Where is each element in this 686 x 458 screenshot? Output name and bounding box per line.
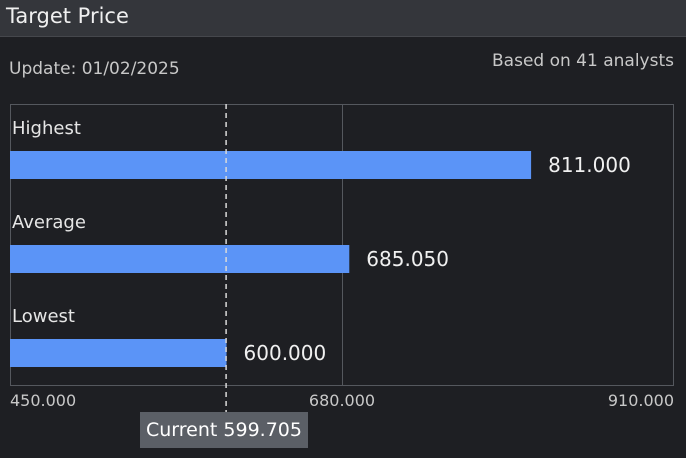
- bar-category-label: Lowest: [12, 306, 75, 327]
- update-date: Update: 01/02/2025: [9, 59, 180, 79]
- bar-value-label: 685.050: [366, 247, 449, 271]
- header-bar: Target Price: [0, 0, 686, 37]
- bar: [10, 151, 532, 179]
- page-title: Target Price: [6, 4, 129, 28]
- bar-category-label: Highest: [12, 118, 81, 139]
- bar-value-label: 600.000: [244, 341, 327, 365]
- x-tick-label: 910.000: [608, 391, 674, 410]
- bar: [10, 245, 350, 273]
- bar-value-label: 811.000: [548, 153, 631, 177]
- analyst-count: Based on 41 analysts: [492, 51, 674, 71]
- x-tick-label: 680.000: [309, 391, 375, 410]
- x-tick-label: 450.000: [10, 391, 76, 410]
- bar: [10, 339, 227, 367]
- current-price-label: Current 599.705: [140, 412, 308, 448]
- bar-category-label: Average: [12, 212, 86, 233]
